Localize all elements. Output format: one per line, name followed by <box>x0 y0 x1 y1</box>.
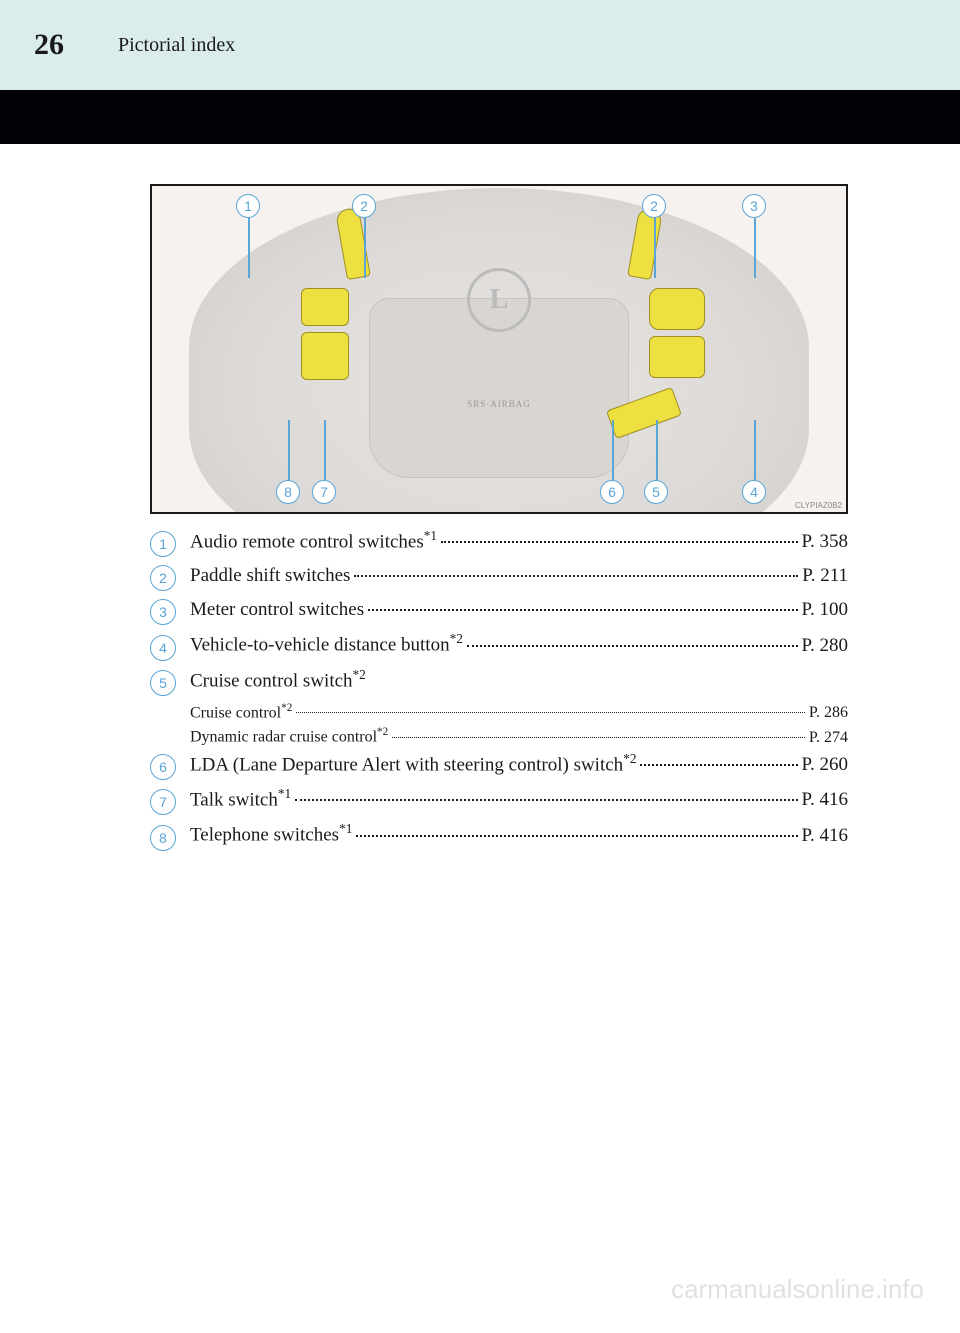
page-ref[interactable]: P. 416 <box>802 825 848 847</box>
index-label: Paddle shift switches <box>190 565 350 587</box>
section-dark-bar <box>0 90 960 144</box>
footnote-ref: *1 <box>278 786 291 801</box>
footnote-ref: *2 <box>450 631 463 646</box>
index-number: 5 <box>150 670 176 696</box>
page-number: 26 <box>34 28 64 62</box>
page-ref[interactable]: P. 286 <box>809 704 848 722</box>
index-sublabel: Dynamic radar cruise control*2 <box>190 726 388 746</box>
leader-dots <box>640 764 797 766</box>
audio-switch <box>301 288 349 326</box>
watermark: carmanualsonline.info <box>671 1274 924 1305</box>
callout-2: 2 <box>642 194 666 218</box>
steering-wheel: SRS·AIRBAG L <box>189 188 809 514</box>
index-label: Cruise control switch*2 <box>190 667 366 692</box>
lead-line <box>612 420 614 480</box>
logo-glyph: L <box>490 284 509 316</box>
index-number: 7 <box>150 789 176 815</box>
page-ref[interactable]: P. 358 <box>802 531 848 553</box>
callout-7: 7 <box>312 480 336 504</box>
footnote-ref: *2 <box>281 702 292 714</box>
page-ref[interactable]: P. 280 <box>802 635 848 657</box>
lead-line <box>364 218 366 278</box>
lead-line <box>654 218 656 278</box>
index-number: 3 <box>150 599 176 625</box>
index-label: Talk switch*1 <box>190 786 291 811</box>
index-sublabel: Cruise control*2 <box>190 702 292 722</box>
index-list: 1Audio remote control switches*1P. 3582P… <box>150 528 848 849</box>
index-row: 5 Cruise control switch*2 <box>150 667 848 694</box>
footnote-ref: *2 <box>623 751 636 766</box>
lead-line <box>248 218 250 278</box>
header-title: Pictorial index <box>118 34 235 57</box>
talk-telephone-switch <box>301 332 349 380</box>
index-label: Telephone switches*1 <box>190 821 352 846</box>
lead-line <box>754 420 756 480</box>
brand-logo: L <box>467 268 531 332</box>
leader-dots <box>295 799 797 801</box>
index-row: 3 Meter control switches P. 100 <box>150 597 848 623</box>
footnote-ref: *1 <box>339 821 352 836</box>
header-bar: 26 Pictorial index <box>0 0 960 90</box>
index-label: Meter control switches <box>190 599 364 621</box>
callout-8: 8 <box>276 480 300 504</box>
callout-4: 4 <box>742 480 766 504</box>
callout-3: 3 <box>742 194 766 218</box>
steering-wheel-diagram: SRS·AIRBAG L CLYPIAZ0B2 1 2 2 3 87 65 4 <box>150 184 848 514</box>
index-row: 7 Talk switch*1 P. 416 <box>150 786 848 813</box>
index-number: 8 <box>150 825 176 851</box>
page-ref[interactable]: P. 274 <box>809 729 848 747</box>
page-ref[interactable]: P. 100 <box>802 599 848 621</box>
leader-dots <box>296 712 805 713</box>
callout-1: 1 <box>236 194 260 218</box>
leader-dots <box>441 541 797 543</box>
meter-switch <box>649 288 705 330</box>
leader-dots <box>354 575 798 577</box>
page-ref[interactable]: P. 416 <box>802 789 848 811</box>
index-row: 2 Paddle shift switches P. 211 <box>150 563 848 589</box>
callout-5: 5 <box>644 480 668 504</box>
callout-6: 6 <box>600 480 624 504</box>
footnote-ref: *1 <box>424 528 437 543</box>
index-subrow: Dynamic radar cruise control*2 P. 274 <box>150 726 848 746</box>
lead-line <box>656 420 658 480</box>
index-label: Vehicle-to-vehicle distance button*2 <box>190 631 463 656</box>
airbag-text: SRS·AIRBAG <box>467 399 531 409</box>
leader-dots <box>368 609 797 611</box>
leader-dots <box>392 737 805 738</box>
index-row: 8 Telephone switches*1 P. 416 <box>150 821 848 848</box>
lead-line <box>288 420 290 480</box>
index-number: 6 <box>150 754 176 780</box>
lda-distance-switch <box>649 336 705 378</box>
lead-line <box>754 218 756 278</box>
index-row: 1 Audio remote control switches*1 P. 358 <box>150 528 848 555</box>
callout-2: 2 <box>352 194 376 218</box>
index-number: 4 <box>150 635 176 661</box>
content-area: SRS·AIRBAG L CLYPIAZ0B2 122387654 1Audio… <box>0 144 960 849</box>
footnote-ref: *2 <box>377 726 388 738</box>
page-ref[interactable]: P. 211 <box>802 565 848 587</box>
index-label: LDA (Lane Departure Alert with steering … <box>190 751 636 776</box>
index-subrow: Cruise control*2 P. 286 <box>150 702 848 722</box>
index-row: 4 Vehicle-to-vehicle distance button*2 P. … <box>150 631 848 658</box>
leader-dots <box>467 645 798 647</box>
lead-line <box>324 420 326 480</box>
footnote-ref: *2 <box>353 667 366 682</box>
diagram-code: CLYPIAZ0B2 <box>795 501 842 510</box>
index-number: 1 <box>150 531 176 557</box>
index-label: Audio remote control switches*1 <box>190 528 437 553</box>
index-number: 2 <box>150 565 176 591</box>
page-ref[interactable]: P. 260 <box>802 754 848 776</box>
index-row: 6 LDA (Lane Departure Alert with steering… <box>150 751 848 778</box>
leader-dots <box>356 835 797 837</box>
